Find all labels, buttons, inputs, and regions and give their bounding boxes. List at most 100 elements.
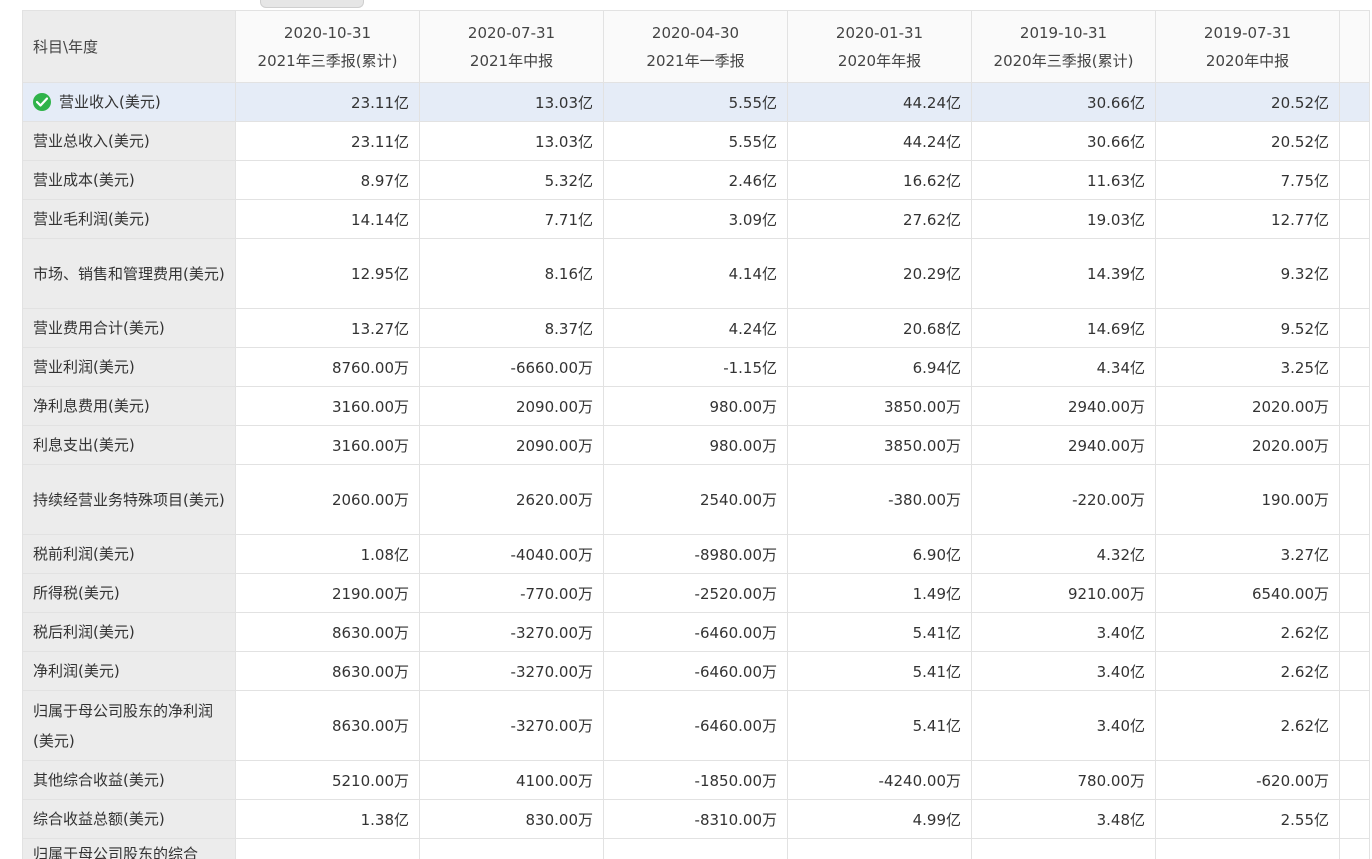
column-period: 2021年中报 [469,51,554,70]
table-row[interactable]: 营业利润(美元) 8760.00万 -6660.00万 -1.15亿 6.94亿 4.34… [22,347,1370,387]
value-cell: 2090.00万 [419,425,604,465]
value-cell: 2940.00万 [971,386,1156,426]
row-label: 营业总收入(美元) [33,132,150,150]
value-cell: 3.25亿 [1155,347,1340,387]
row-filler [1339,347,1370,387]
column-header[interactable]: 2020-04-30 2021年一季报 [603,10,788,83]
row-label: 营业成本(美元) [33,171,135,189]
row-label: 持续经营业务特殊项目(美元) [33,490,225,509]
row-label-cell: 营业成本(美元) [22,160,236,200]
row-label-cell: 市场、销售和管理费用(美元) [22,238,236,309]
table-row[interactable]: 归属于母公司股东的综合 [22,838,1370,859]
value-cell: 1.38亿 [235,799,420,839]
value-cell: 14.39亿 [971,238,1156,309]
value-cell: -2520.00万 [603,573,788,613]
value-cell: 6540.00万 [1155,573,1340,613]
column-date: 2019-10-31 [1019,23,1108,42]
column-date: 2020-10-31 [283,23,372,42]
row-label-cell: 所得税(美元) [22,573,236,613]
value-cell: 7.71亿 [419,199,604,239]
table-row[interactable]: 营业总收入(美元) 23.11亿 13.03亿 5.55亿 44.24亿 30.66亿 20… [22,121,1370,161]
row-label-cell: 税后利润(美元) [22,612,236,652]
header-row: 科目\年度 2020-10-31 2021年三季报(累计) 2020-07-31 2… [22,10,1370,83]
row-filler [1339,690,1370,761]
value-cell: 980.00万 [603,425,788,465]
row-label: 营业收入(美元) [59,93,161,111]
value-cell: 4.34亿 [971,347,1156,387]
table-row[interactable]: 净利润(美元) 8630.00万 -3270.00万 -6460.00万 5.41亿 3.… [22,651,1370,691]
table-row[interactable]: 税前利润(美元) 1.08亿 -4040.00万 -8980.00万 6.90亿 4.32… [22,534,1370,574]
value-cell: -8310.00万 [603,799,788,839]
table-row[interactable]: 利息支出(美元) 3160.00万 2090.00万 980.00万 3850.00万 2… [22,425,1370,465]
value-cell: 23.11亿 [235,121,420,161]
value-cell: 16.62亿 [787,160,972,200]
value-cell [603,838,788,859]
table-row[interactable]: 税后利润(美元) 8630.00万 -3270.00万 -6460.00万 5.41亿 3… [22,612,1370,652]
row-label: 其他综合收益(美元) [33,771,165,789]
value-cell: -6660.00万 [419,347,604,387]
value-cell: 23.11亿 [235,82,420,122]
table-row[interactable]: 营业收入(美元) 23.11亿 13.03亿 5.55亿 44.24亿 30.66亿 20.… [22,82,1370,122]
value-cell [971,838,1156,859]
table-row[interactable]: 综合收益总额(美元) 1.38亿 830.00万 -8310.00万 4.99亿 3.48… [22,799,1370,839]
table-row[interactable]: 归属于母公司股东的净利润(美元) 8630.00万 -3270.00万 -6460.0… [22,690,1370,761]
value-cell: 2020.00万 [1155,425,1340,465]
value-cell: -6460.00万 [603,651,788,691]
column-period: 2021年一季报 [646,51,745,70]
value-cell: 3.40亿 [971,690,1156,761]
row-filler [1339,160,1370,200]
value-cell: 780.00万 [971,760,1156,800]
value-cell [419,838,604,859]
value-cell: 2.46亿 [603,160,788,200]
column-header[interactable]: 2019-10-31 2020年三季报(累计) [971,10,1156,83]
value-cell: 4100.00万 [419,760,604,800]
row-label: 营业毛利润(美元) [33,210,150,228]
column-header[interactable]: 2020-10-31 2021年三季报(累计) [235,10,420,83]
table-row[interactable]: 营业费用合计(美元) 13.27亿 8.37亿 4.24亿 20.68亿 14.69亿 9.… [22,308,1370,348]
financial-statement-table: 科目\年度 2020-10-31 2021年三季报(累计) 2020-07-31 2… [22,10,1370,859]
row-label: 税后利润(美元) [33,623,135,641]
value-cell: 5.55亿 [603,121,788,161]
value-cell: 14.14亿 [235,199,420,239]
row-filler [1339,799,1370,839]
row-filler [1339,199,1370,239]
table-row[interactable]: 其他综合收益(美元) 5210.00万 4100.00万 -1850.00万 -4240… [22,760,1370,800]
value-cell: 2620.00万 [419,464,604,535]
value-cell: -770.00万 [419,573,604,613]
column-date: 2020-04-30 [651,23,740,42]
row-filler [1339,308,1370,348]
column-header[interactable]: 2019-07-31 2020年中报 [1155,10,1340,83]
row-label: 营业费用合计(美元) [33,319,165,337]
row-filler [1339,760,1370,800]
value-cell: 3850.00万 [787,425,972,465]
value-cell: 20.52亿 [1155,121,1340,161]
value-cell: 27.62亿 [787,199,972,239]
column-date: 2020-01-31 [835,23,924,42]
value-cell: 8.97亿 [235,160,420,200]
row-label-cell: 归属于母公司股东的综合 [22,838,236,859]
row-filler [1339,651,1370,691]
table-row[interactable]: 营业毛利润(美元) 14.14亿 7.71亿 3.09亿 27.62亿 19.03亿 12.… [22,199,1370,239]
table-row[interactable]: 所得税(美元) 2190.00万 -770.00万 -2520.00万 1.49亿 921… [22,573,1370,613]
row-label-cell: 归属于母公司股东的净利润(美元) [22,690,236,761]
value-cell: 190.00万 [1155,464,1340,535]
value-cell: 8630.00万 [235,651,420,691]
row-label: 净利润(美元) [33,662,120,680]
value-cell: -4240.00万 [787,760,972,800]
value-cell: 830.00万 [419,799,604,839]
row-label-cell: 其他综合收益(美元) [22,760,236,800]
table-row[interactable]: 净利息费用(美元) 3160.00万 2090.00万 980.00万 3850.00万… [22,386,1370,426]
table-row[interactable]: 市场、销售和管理费用(美元) 12.95亿 8.16亿 4.14亿 20.29亿 14.3… [22,238,1370,309]
column-header[interactable]: 2020-01-31 2020年年报 [787,10,972,83]
table-row[interactable]: 持续经营业务特殊项目(美元) 2060.00万 2620.00万 2540.00万 -3… [22,464,1370,535]
value-cell: 4.99亿 [787,799,972,839]
value-cell: 8630.00万 [235,612,420,652]
value-cell: -220.00万 [971,464,1156,535]
column-header[interactable]: 2020-07-31 2021年中报 [419,10,604,83]
table-row[interactable]: 营业成本(美元) 8.97亿 5.32亿 2.46亿 16.62亿 11.63亿 7.75亿 [22,160,1370,200]
value-cell: -3270.00万 [419,612,604,652]
row-filler [1339,464,1370,535]
value-cell: 5.41亿 [787,690,972,761]
value-cell: 9210.00万 [971,573,1156,613]
row-filler [1339,534,1370,574]
